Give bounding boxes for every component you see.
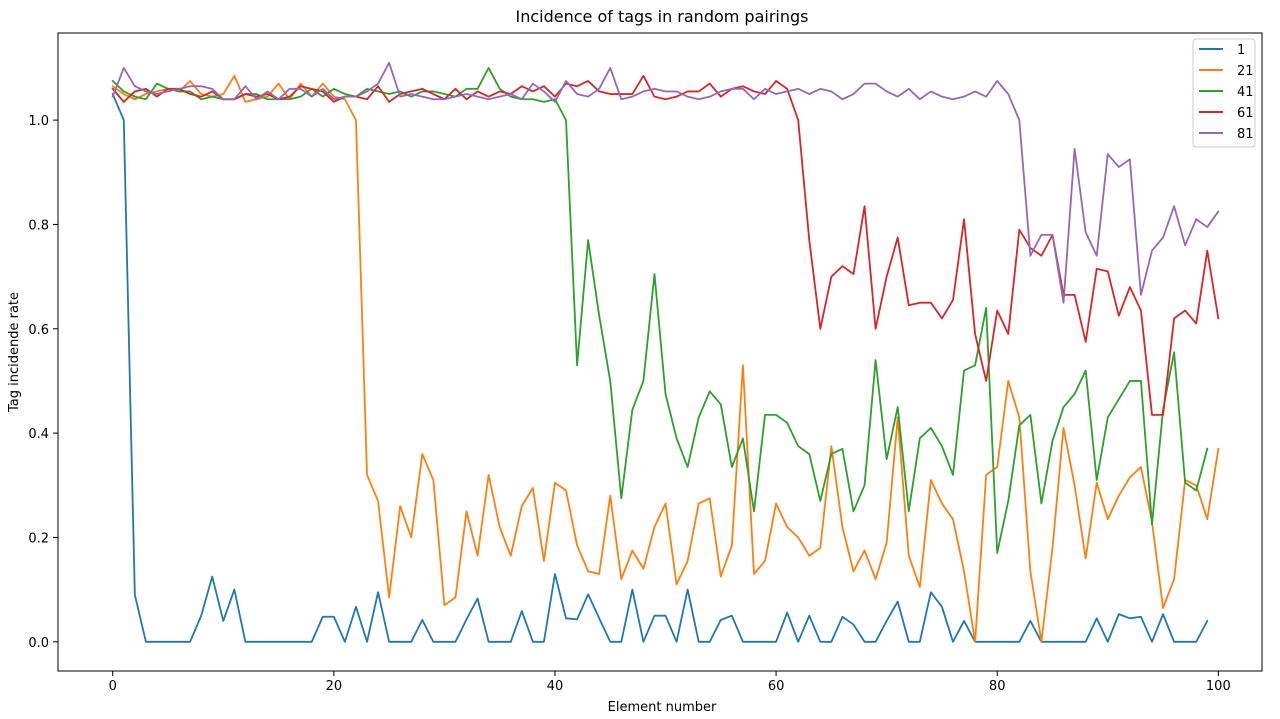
y-tick-label: 0.0	[28, 636, 49, 651]
x-tick-label: 0	[109, 679, 117, 694]
x-tick-label: 80	[989, 679, 1006, 694]
plot-frame	[57, 32, 1263, 672]
plot-area: 0 20 40 60 80 100 0.0 0.2 0.4 0.6 0.8 1.0	[28, 32, 1263, 694]
y-axis-label: Tag incidende rate	[7, 292, 22, 413]
x-tick-label: 40	[547, 679, 564, 694]
y-tick-label: 1.0	[28, 114, 49, 129]
chart-title: Incidence of tags in random pairings	[515, 7, 808, 26]
x-tick-label: 20	[326, 679, 343, 694]
legend: 1 21 41 61 81	[1192, 38, 1256, 148]
legend-box	[1192, 38, 1256, 148]
y-tick-label: 0.8	[28, 218, 49, 233]
legend-label-81: 81	[1237, 127, 1254, 142]
legend-label-61: 61	[1237, 106, 1254, 121]
y-tick-label: 0.4	[28, 427, 49, 442]
y-axis: 0.0 0.2 0.4 0.6 0.8 1.0	[28, 114, 58, 651]
series-line-1	[111, 92, 1209, 643]
x-axis-label: Element number	[608, 700, 717, 715]
legend-label-21: 21	[1237, 64, 1254, 79]
x-tick-label: 60	[768, 679, 785, 694]
x-tick-label: 100	[1206, 679, 1231, 694]
series-line-81	[111, 61, 1220, 304]
series-layer	[111, 61, 1220, 643]
legend-label-1: 1	[1237, 43, 1245, 58]
series-line-41	[111, 67, 1209, 554]
y-tick-label: 0.2	[28, 531, 49, 546]
legend-label-41: 41	[1237, 85, 1254, 100]
x-axis: 0 20 40 60 80 100	[109, 671, 1231, 694]
y-tick-label: 0.6	[28, 323, 49, 338]
